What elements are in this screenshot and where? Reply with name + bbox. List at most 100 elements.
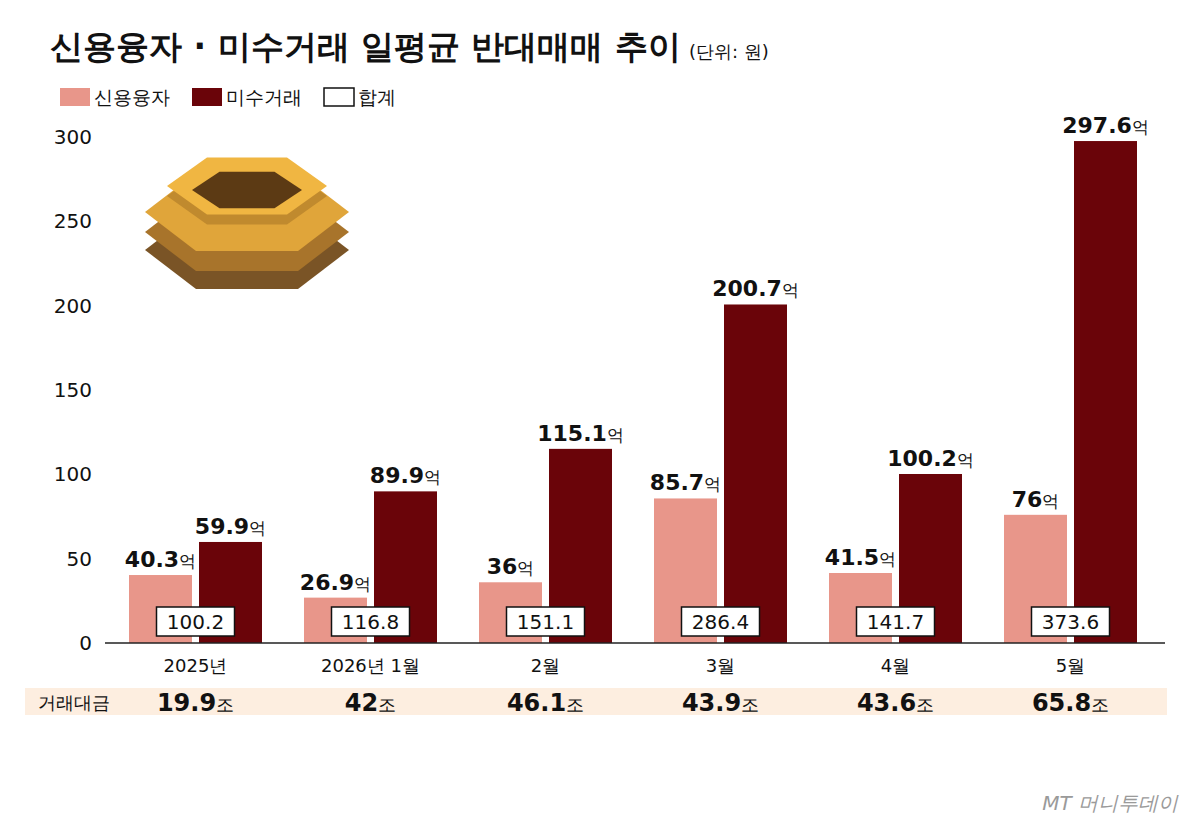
data-label-unit: 억	[249, 518, 266, 538]
icon-part	[192, 172, 302, 208]
data-label: 115.1억	[537, 421, 624, 446]
data-label-unit: 억	[1042, 491, 1059, 511]
total-box-frame	[507, 607, 585, 636]
data-label-number: 59.9	[195, 514, 249, 539]
trading-value: 43.6조	[857, 689, 934, 717]
legend-label: 미수거래	[226, 86, 302, 108]
trading-value-number: 42	[345, 689, 378, 717]
subtitle: (단위: 원)	[689, 41, 769, 62]
source: MT 머니투데이	[1042, 791, 1179, 815]
data-label-number: 26.9	[300, 570, 354, 595]
total-box: 286.4	[682, 607, 760, 636]
legend-swatch	[192, 88, 222, 106]
background	[0, 0, 1200, 829]
data-label: 85.7억	[650, 470, 721, 495]
total-box: 116.8	[332, 607, 410, 636]
y-tick-label: 100	[54, 462, 92, 486]
total-value: 116.8	[342, 610, 399, 634]
y-tick-label: 0	[79, 631, 92, 655]
x-axis	[105, 642, 1165, 644]
data-label-number: 40.3	[125, 547, 179, 572]
bar	[724, 304, 787, 643]
trading-value-number: 65.8	[1032, 689, 1091, 717]
data-label-number: 115.1	[537, 421, 607, 446]
title: 신용융자 · 미수거래 일평균 반대매매 추이	[50, 27, 681, 66]
total-box-frame	[1032, 607, 1110, 636]
data-label-unit: 억	[704, 474, 721, 494]
total-box-frame	[157, 607, 235, 636]
total-value: 373.6	[1042, 610, 1099, 634]
trading-value-number: 19.9	[157, 689, 216, 717]
legend-swatch	[60, 88, 90, 106]
data-label-number: 100.2	[887, 446, 957, 471]
total-box-frame	[332, 607, 410, 636]
x-tick-label: 3월	[706, 655, 735, 676]
data-label-number: 89.9	[370, 463, 424, 488]
data-label: 89.9억	[370, 463, 441, 488]
data-label-unit: 억	[782, 280, 799, 300]
trading-value-unit: 조	[916, 694, 934, 715]
total-box-frame	[857, 607, 935, 636]
data-label-unit: 억	[354, 574, 371, 594]
trading-value: 65.8조	[1032, 689, 1109, 717]
x-tick-label: 2026년 1월	[321, 655, 420, 676]
data-label-unit: 억	[607, 425, 624, 445]
data-label-number: 76	[1012, 487, 1043, 512]
trading-value: 46.1조	[507, 689, 584, 717]
trading-value-unit: 조	[741, 694, 759, 715]
legend-label: 합계	[358, 86, 396, 108]
data-label-number: 41.5	[825, 545, 879, 570]
total-value: 286.4	[692, 610, 749, 634]
data-label-unit: 억	[517, 558, 534, 578]
bars	[129, 141, 1137, 643]
y-tick-label: 50	[67, 547, 92, 571]
data-label: 200.7억	[712, 276, 799, 301]
data-label-unit: 억	[424, 467, 441, 487]
icon	[145, 157, 349, 289]
trading-value: 19.9조	[157, 689, 234, 717]
x-tick-label: 2025년	[164, 655, 228, 676]
trading-value: 43.9조	[682, 689, 759, 717]
trading-value-unit: 조	[216, 694, 234, 715]
data-label: 100.2억	[887, 446, 974, 471]
total-value: 100.2	[167, 610, 224, 634]
y-tick-label: 200	[54, 294, 92, 318]
total-value: 151.1	[517, 610, 574, 634]
total-box: 373.6	[1032, 607, 1110, 636]
x-tick-label: 2월	[531, 655, 560, 676]
y-tick-label: 150	[54, 378, 92, 402]
trading-value-number: 46.1	[507, 689, 566, 717]
data-label: 36억	[487, 554, 535, 579]
data-label: 26.9억	[300, 570, 371, 595]
data-label: 40.3억	[125, 547, 196, 572]
total-box: 151.1	[507, 607, 585, 636]
data-label: 59.9억	[195, 514, 266, 539]
data-label-unit: 억	[879, 549, 896, 569]
data-label: 297.6억	[1062, 113, 1149, 138]
total-box: 100.2	[157, 607, 235, 636]
total-box: 141.7	[857, 607, 935, 636]
data-label-number: 85.7	[650, 470, 704, 495]
trading-value-unit: 조	[378, 694, 396, 715]
x-tick-label: 4월	[881, 655, 910, 676]
data-label-unit: 억	[957, 450, 974, 470]
data-label-number: 297.6	[1062, 113, 1132, 138]
y-tick-label: 300	[54, 125, 92, 149]
x-tick-label: 5월	[1056, 655, 1085, 676]
trading-value-number: 43.9	[682, 689, 741, 717]
legend-swatch	[324, 88, 354, 106]
data-labels: 40.3억26.9억36억85.7억41.5억76억59.9억89.9억115.…	[125, 113, 1149, 595]
trading-value-label: 거래대금	[38, 692, 110, 713]
data-label-unit: 억	[179, 551, 196, 571]
data-label-number: 36	[487, 554, 518, 579]
bar	[1074, 141, 1137, 643]
trading-value-number: 43.6	[857, 689, 916, 717]
trading-value-unit: 조	[1091, 694, 1109, 715]
total-box-frame	[682, 607, 760, 636]
trading-value: 42조	[345, 689, 396, 717]
trading-value-unit: 조	[566, 694, 584, 715]
total-value: 141.7	[867, 610, 924, 634]
y-tick-label: 250	[54, 209, 92, 233]
data-label-number: 200.7	[712, 276, 782, 301]
data-label-unit: 억	[1132, 117, 1149, 137]
